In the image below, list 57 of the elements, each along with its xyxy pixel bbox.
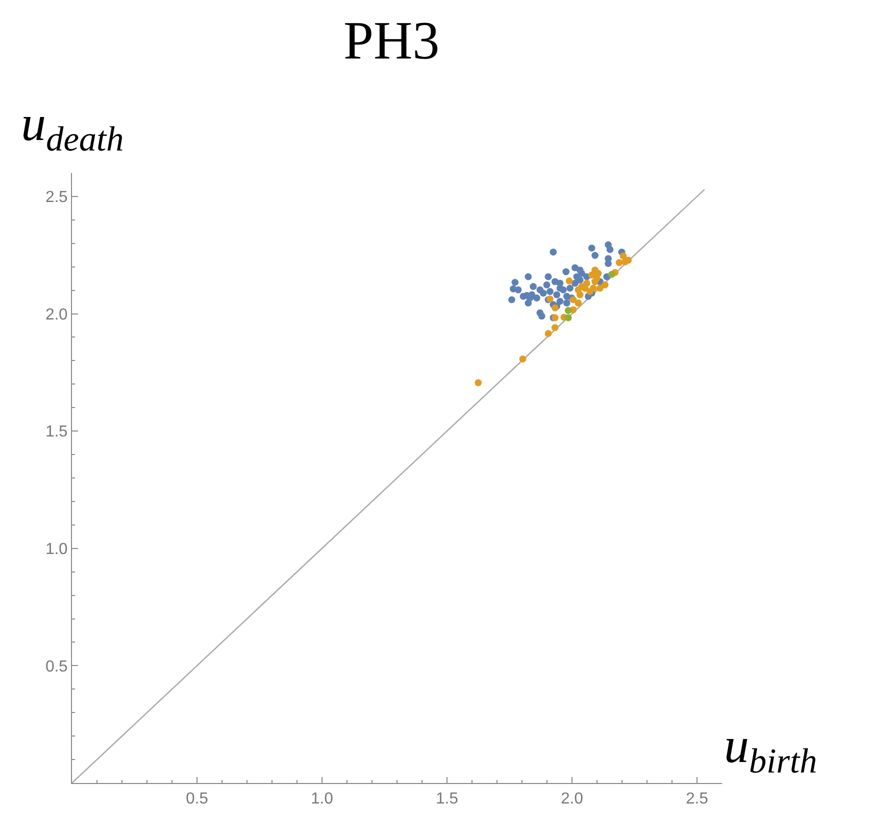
point xyxy=(576,276,584,284)
point xyxy=(552,324,558,332)
point xyxy=(606,246,614,253)
point xyxy=(538,312,546,320)
point xyxy=(588,244,596,252)
x-tick-label: 2.5 xyxy=(686,790,708,808)
point xyxy=(624,256,632,264)
point xyxy=(512,278,518,286)
point xyxy=(544,273,552,280)
y-tick-label: 1.5 xyxy=(45,424,68,441)
point xyxy=(596,284,604,292)
point xyxy=(514,286,522,294)
point xyxy=(574,299,582,306)
point xyxy=(602,281,608,288)
point xyxy=(546,288,554,295)
point xyxy=(566,277,573,284)
point xyxy=(566,284,574,292)
point xyxy=(578,270,586,277)
y-tick-label: 1.0 xyxy=(45,540,68,558)
y-tick-label: 2.0 xyxy=(45,306,68,324)
point xyxy=(563,299,570,306)
point xyxy=(524,273,532,280)
point xyxy=(556,284,564,292)
point xyxy=(604,260,612,268)
y-tick-label: 0.5 xyxy=(45,658,68,676)
point xyxy=(574,286,582,294)
point xyxy=(620,252,627,260)
point xyxy=(553,291,560,298)
x-tick-label: 1.0 xyxy=(310,790,334,808)
point xyxy=(519,356,526,363)
point xyxy=(533,294,540,302)
point xyxy=(543,281,550,288)
point xyxy=(530,283,537,290)
x-tick-label: 0.5 xyxy=(186,790,208,808)
point xyxy=(592,252,598,259)
point xyxy=(588,272,596,279)
point xyxy=(556,298,564,305)
point xyxy=(594,270,602,277)
point xyxy=(520,292,527,300)
x-tick-label: 2.0 xyxy=(560,790,584,808)
point xyxy=(540,290,547,297)
point xyxy=(590,284,597,292)
y-tick-label: 2.5 xyxy=(45,189,68,206)
point xyxy=(528,291,536,298)
point xyxy=(550,248,557,256)
point xyxy=(474,379,482,386)
point xyxy=(564,306,572,314)
x-axis-title: u$_{birth}$ xyxy=(724,717,818,780)
chart-title: PH3 xyxy=(343,10,440,70)
point xyxy=(562,268,570,276)
point xyxy=(583,280,590,287)
point xyxy=(544,330,552,337)
point xyxy=(564,314,572,322)
point xyxy=(608,270,616,278)
x-tick-label: 1.5 xyxy=(436,790,458,808)
y-axis-title: u$_{death}$ xyxy=(21,95,124,158)
point xyxy=(508,296,516,304)
